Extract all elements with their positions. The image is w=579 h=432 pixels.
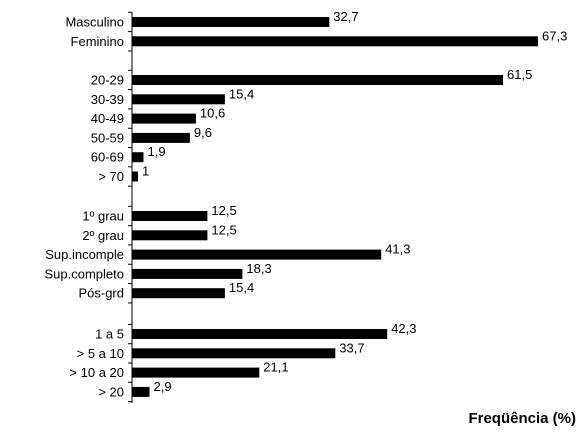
value-label: 15,4 <box>229 280 254 295</box>
bars: Masculino 32,7 Feminino 67,3 20-29 61,5 30-39 1… <box>45 9 568 399</box>
value-label: 32,7 <box>333 9 358 24</box>
bar <box>132 367 260 378</box>
bar <box>132 268 243 279</box>
bar <box>132 132 190 143</box>
bar <box>132 171 138 182</box>
category-label: > 20 <box>98 384 124 399</box>
bar <box>132 211 208 221</box>
category-label: Pós-grd <box>78 286 124 301</box>
category-label: Sup.incomple <box>45 247 124 262</box>
x-axis-label: Freqüência (%) <box>468 410 576 427</box>
bar <box>132 329 388 339</box>
value-label: 61,5 <box>507 67 532 82</box>
bar <box>132 94 225 105</box>
category-label: Masculino <box>65 15 124 30</box>
bar <box>132 249 382 260</box>
value-label: 9,6 <box>194 125 212 140</box>
category-label: Sup.completo <box>45 266 125 281</box>
bar <box>132 75 503 85</box>
bar <box>132 152 144 163</box>
value-label: 15,4 <box>229 86 254 101</box>
value-label: 67,3 <box>542 28 567 43</box>
value-label: 41,3 <box>385 242 410 257</box>
category-label: 20-29 <box>91 73 124 88</box>
value-label: 1,9 <box>148 144 166 159</box>
category-label: > 5 a 10 <box>77 346 124 361</box>
category-label: 30-39 <box>91 92 124 107</box>
bar <box>132 386 150 397</box>
category-label: 1 a 5 <box>95 327 124 342</box>
value-label: 33,7 <box>339 340 364 355</box>
value-label: 2,9 <box>154 379 172 394</box>
bar <box>132 288 225 299</box>
value-label: 1 <box>142 164 149 179</box>
category-label: 1º grau <box>82 209 124 224</box>
value-label: 12,5 <box>211 203 236 218</box>
value-label: 42,3 <box>391 321 416 336</box>
bar <box>132 17 330 27</box>
category-label: 50-59 <box>91 130 124 145</box>
category-label: > 10 a 20 <box>69 365 124 380</box>
category-label: 60-69 <box>91 150 124 165</box>
value-label: 12,5 <box>211 222 236 237</box>
category-label: 2º grau <box>82 228 124 243</box>
bar <box>132 113 196 124</box>
value-label: 18,3 <box>246 261 271 276</box>
bar <box>132 36 538 47</box>
category-label: Feminino <box>71 34 124 49</box>
bar <box>132 230 208 241</box>
value-label: 21,1 <box>263 360 288 375</box>
value-label: 10,6 <box>200 106 225 121</box>
y-axis <box>128 11 133 403</box>
bar <box>132 348 336 359</box>
category-label: 40-49 <box>91 111 124 126</box>
category-label: > 70 <box>98 169 124 184</box>
